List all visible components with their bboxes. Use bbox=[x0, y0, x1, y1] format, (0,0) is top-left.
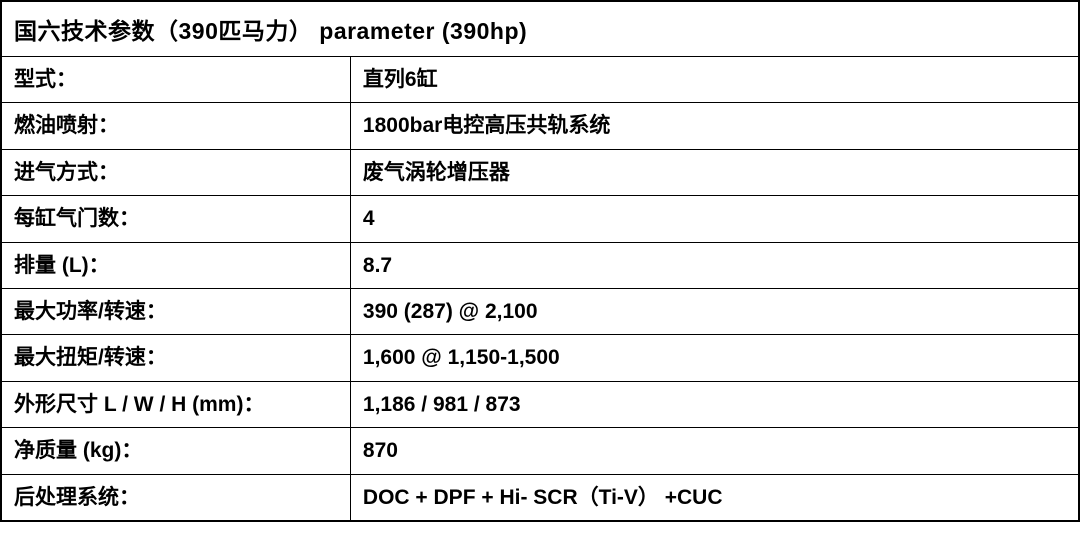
row-value: 4 bbox=[350, 196, 1079, 242]
row-value: 8.7 bbox=[350, 242, 1079, 288]
row-label: 最大功率/转速： bbox=[1, 288, 350, 334]
row-label: 外形尺寸 L / W / H (mm)： bbox=[1, 381, 350, 427]
row-value: 870 bbox=[350, 428, 1079, 474]
table-title: 国六技术参数（390匹马力） parameter (390hp) bbox=[1, 1, 1079, 57]
row-value: 390 (287) @ 2,100 bbox=[350, 288, 1079, 334]
spec-table: 国六技术参数（390匹马力） parameter (390hp) 型式： 直列6… bbox=[0, 0, 1080, 522]
row-value: 1800bar电控高压共轨系统 bbox=[350, 103, 1079, 149]
table-row: 进气方式： 废气涡轮增压器 bbox=[1, 149, 1079, 195]
row-value: DOC + DPF + Hi- SCR（Ti-V） +CUC bbox=[350, 474, 1079, 521]
table-row: 燃油喷射： 1800bar电控高压共轨系统 bbox=[1, 103, 1079, 149]
table-row: 后处理系统： DOC + DPF + Hi- SCR（Ti-V） +CUC bbox=[1, 474, 1079, 521]
row-label: 每缸气门数： bbox=[1, 196, 350, 242]
row-label: 燃油喷射： bbox=[1, 103, 350, 149]
table-row: 净质量 (kg)： 870 bbox=[1, 428, 1079, 474]
row-value: 直列6缸 bbox=[350, 57, 1079, 103]
row-label: 净质量 (kg)： bbox=[1, 428, 350, 474]
row-label: 进气方式： bbox=[1, 149, 350, 195]
row-label: 排量 (L)： bbox=[1, 242, 350, 288]
table-row: 最大功率/转速： 390 (287) @ 2,100 bbox=[1, 288, 1079, 334]
row-label: 型式： bbox=[1, 57, 350, 103]
table-header-row: 国六技术参数（390匹马力） parameter (390hp) bbox=[1, 1, 1079, 57]
row-label: 最大扭矩/转速： bbox=[1, 335, 350, 381]
table-row: 排量 (L)： 8.7 bbox=[1, 242, 1079, 288]
row-value: 废气涡轮增压器 bbox=[350, 149, 1079, 195]
row-value: 1,186 / 981 / 873 bbox=[350, 381, 1079, 427]
table-body: 型式： 直列6缸 燃油喷射： 1800bar电控高压共轨系统 进气方式： 废气涡… bbox=[1, 57, 1079, 521]
table-row: 最大扭矩/转速： 1,600 @ 1,150-1,500 bbox=[1, 335, 1079, 381]
table-row: 每缸气门数： 4 bbox=[1, 196, 1079, 242]
table-row: 外形尺寸 L / W / H (mm)： 1,186 / 981 / 873 bbox=[1, 381, 1079, 427]
row-value: 1,600 @ 1,150-1,500 bbox=[350, 335, 1079, 381]
table-row: 型式： 直列6缸 bbox=[1, 57, 1079, 103]
row-label: 后处理系统： bbox=[1, 474, 350, 521]
